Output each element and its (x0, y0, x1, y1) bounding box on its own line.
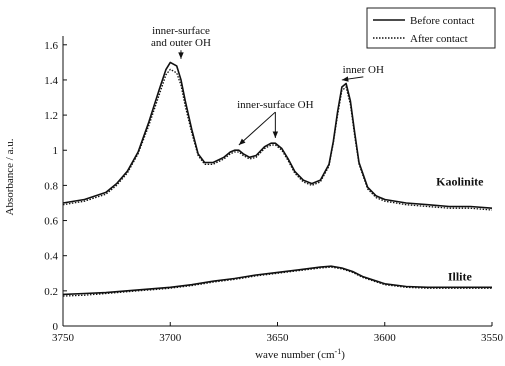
x-axis-title-sup: -1 (335, 347, 342, 356)
legend-label-before: Before contact (410, 15, 474, 27)
y-tick-label: 1.4 (44, 75, 58, 87)
y-tick-label: 0.2 (44, 286, 58, 298)
annotation-text-0: inner-surface and outer OH (151, 25, 211, 49)
plot-axes (62, 36, 492, 327)
axis-ticks: 3750 3700 3650 3600 3550 0 0.2 0.4 0.6 0.8 1 1.2 1.4… (44, 40, 503, 344)
y-tick-label: 0 (53, 321, 59, 333)
sample-label-illite: Illite (448, 269, 473, 283)
series-line-1 (62, 68, 493, 211)
annotations: inner-surface and outer OH inner-surface O… (151, 25, 384, 146)
series-lines (62, 61, 493, 297)
y-tick-label: 0.4 (44, 251, 58, 263)
annotation-arrow-line (238, 111, 276, 146)
annotation-arrow-head (272, 131, 279, 138)
legend-label-after: After contact (410, 33, 468, 45)
series-line-0 (62, 61, 493, 209)
y-tick-label: 1.6 (44, 40, 58, 52)
y-tick-label: 1.2 (44, 110, 58, 122)
annotation-text-2: inner OH (343, 64, 384, 76)
series-line-3 (62, 266, 492, 297)
y-tick-label: 1 (53, 145, 59, 157)
y-tick-label: 0.8 (44, 180, 58, 192)
x-tick-label: 3550 (481, 332, 504, 344)
annotation-arrow-head (341, 76, 349, 82)
x-axis-title-close: ) (341, 349, 345, 361)
series-line-2 (62, 265, 492, 296)
x-tick-label: 3600 (374, 332, 397, 344)
x-tick-label: 3750 (52, 332, 75, 344)
annotation-line: inner-surface OH (237, 99, 313, 111)
y-tick-label: 0.6 (44, 216, 58, 228)
sample-label-kaolinite: Kaolinite (436, 174, 484, 188)
annotation-text-1: inner-surface OH (237, 99, 313, 111)
y-axis-title: Absorbance / a.u. (4, 138, 16, 215)
x-axis-title: wave number (cm-1) (255, 347, 345, 361)
legend-box (366, 7, 496, 49)
x-tick-label: 3650 (267, 332, 290, 344)
annotation-line: inner-surface (152, 25, 210, 37)
x-axis-title-main: wave number (cm (255, 349, 335, 361)
annotation-line: inner OH (343, 64, 384, 76)
annotation-arrow-head (178, 52, 184, 59)
x-tick-label: 3700 (159, 332, 182, 344)
annotation-arrow-head (238, 138, 246, 145)
legend: Before contact After contact (366, 7, 496, 49)
sample-labels: Kaolinite Illite (436, 174, 484, 283)
annotation-line: and outer OH (151, 37, 211, 49)
